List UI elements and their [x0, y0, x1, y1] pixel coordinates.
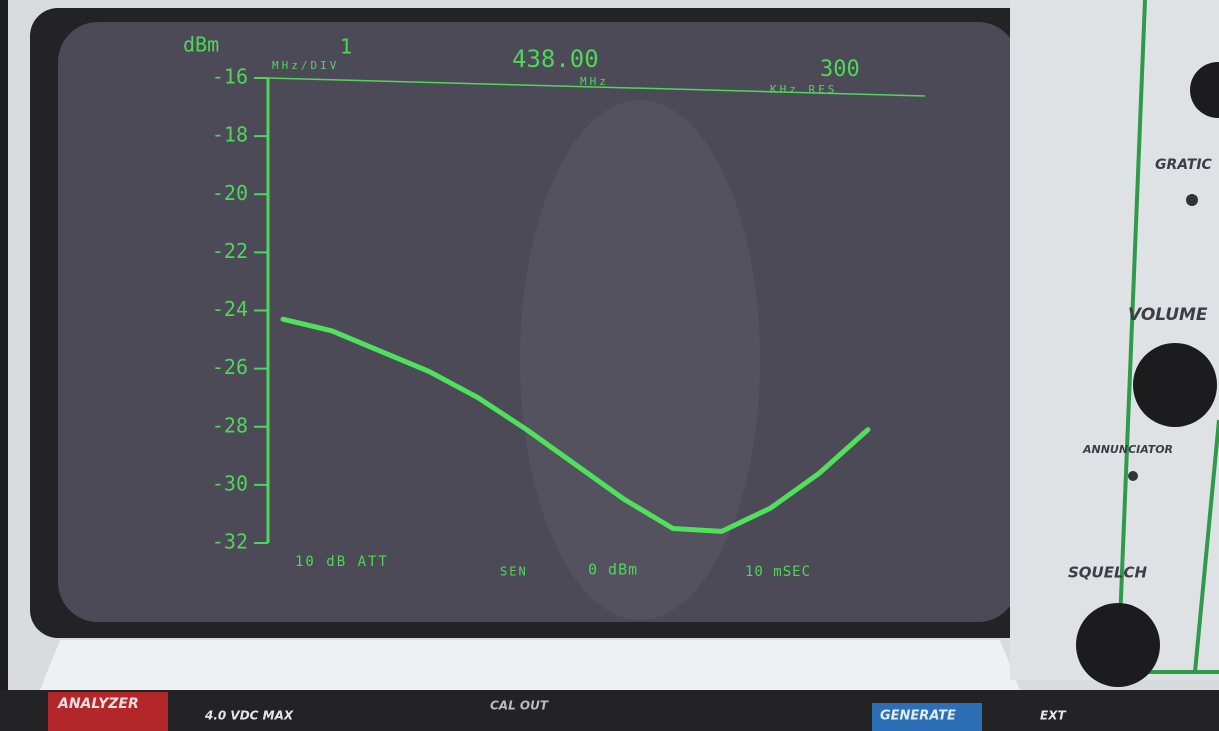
sweep-time: 10 mSEC: [745, 564, 811, 580]
panel-label: ANALYZER: [57, 696, 139, 712]
knob: [1133, 343, 1217, 427]
panel-label: GENERATE: [880, 709, 956, 724]
analyzer-badge: [48, 692, 168, 731]
scale-unit: MHz/DIV: [272, 59, 339, 72]
trace: [280, 316, 871, 534]
indicator: [1186, 194, 1198, 206]
control-panel: [1010, 0, 1219, 680]
top-border: [267, 77, 926, 97]
indicator: [1128, 471, 1138, 481]
center-frequency: 438.00: [512, 45, 599, 73]
y-tick-label: -18: [212, 123, 248, 147]
panel-label: CAL OUT: [490, 699, 549, 713]
bezel-lip: [40, 640, 1020, 690]
panel-line: [1193, 419, 1219, 673]
resolution: 300: [820, 57, 860, 82]
sensitivity: SEN: [500, 565, 528, 579]
y-tick-label: -30: [212, 471, 248, 495]
scale: 1: [340, 35, 352, 59]
panel-label: VOLUME: [1128, 305, 1208, 325]
y-tick-label: -24: [212, 297, 248, 321]
knob: [1190, 62, 1219, 118]
y-tick-label: -28: [212, 413, 248, 437]
y-tick-label: -32: [212, 530, 248, 554]
generate-badge: [872, 703, 982, 731]
y-tick-label: -20: [212, 181, 248, 205]
y-tick-label: -26: [212, 355, 248, 379]
panel-label: ANNUNCIATOR: [1082, 443, 1173, 456]
panel-label: GRATIC: [1155, 157, 1213, 173]
attenuation: 10 dB ATT: [295, 554, 389, 570]
knob: [1076, 603, 1160, 687]
y-tick-label: -16: [212, 65, 248, 89]
panel-label: SQUELCH: [1068, 564, 1148, 582]
y-axis-label: dBm: [183, 33, 219, 57]
y-tick-label: -22: [212, 239, 248, 263]
plot: -16 -18 -20 -22 -24 -26 -28 -30 -32: [212, 65, 926, 554]
glare: [520, 100, 760, 620]
panel-label: 4.0 VDC MAX: [204, 709, 294, 723]
bottom-strip: [0, 690, 1219, 731]
center-unit: MHz: [580, 75, 609, 88]
reference-level: 0 dBm: [588, 561, 638, 579]
panel-label: EXT: [1040, 709, 1066, 723]
